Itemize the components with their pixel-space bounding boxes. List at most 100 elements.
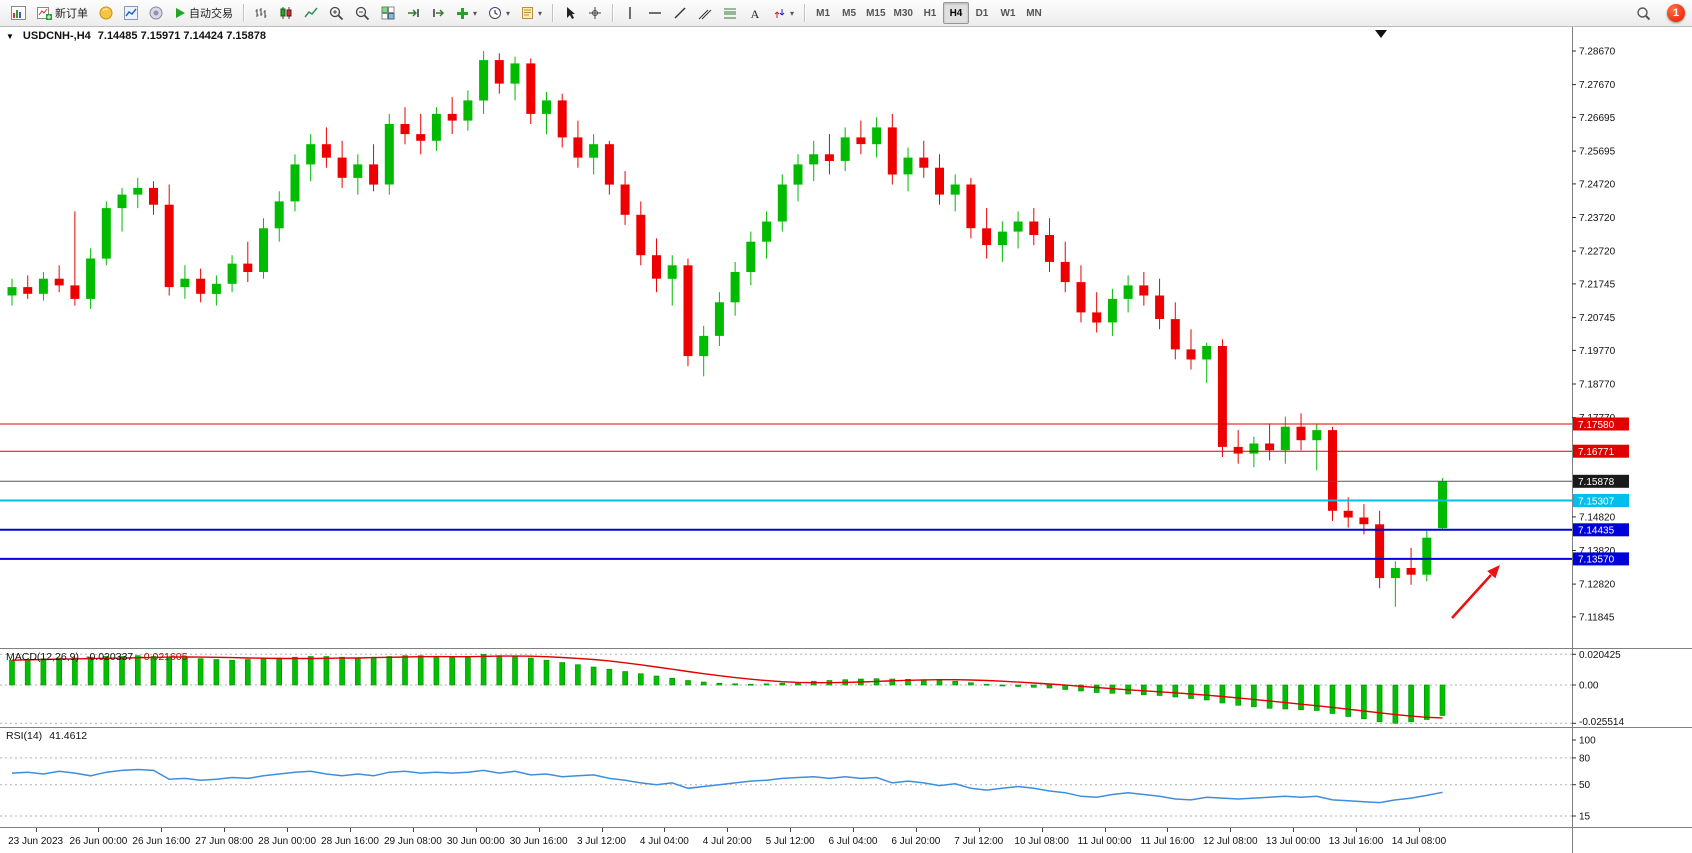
time-tick [98, 828, 100, 832]
community-button[interactable] [94, 2, 118, 24]
toolbar-separator [804, 4, 806, 22]
price-tag [1573, 494, 1629, 507]
main-chart-pane[interactable]: 7.28670 7.27670 7.26695 7.25695 7.24720 7.237… [0, 27, 1692, 648]
macd-axis-label: 0.00 [1579, 681, 1599, 692]
candlestick-chart-button[interactable] [274, 2, 298, 24]
time-label: 13 Jul 00:00 [1265, 836, 1321, 847]
chart-shift-icon [431, 6, 445, 20]
svg-text:A: A [751, 7, 760, 20]
time-tick [1356, 828, 1358, 832]
crosshair-button[interactable] [583, 2, 607, 24]
timeframe-m15-button[interactable]: M15 [866, 7, 886, 19]
chart-window-button[interactable] [6, 2, 31, 24]
timeframe-w1-button[interactable]: W1 [1000, 7, 1016, 19]
chart-window-icon [11, 6, 26, 20]
macd-axis-label: 0.020425 [1579, 650, 1621, 661]
price-axis-label: 7.11845 [1579, 612, 1615, 623]
cursor-icon [564, 6, 577, 20]
arrow-annotation-head[interactable] [1487, 565, 1500, 579]
trendline-button[interactable] [668, 2, 692, 24]
toolbar: 新订单 自动交易 [0, 0, 1692, 27]
timeframe-m5-button[interactable]: M5 [842, 7, 857, 19]
time-label: 7 Jul 12:00 [954, 836, 1004, 847]
time-tick [35, 828, 37, 832]
cursor-button[interactable] [558, 2, 582, 24]
price-tag [1573, 417, 1629, 431]
arrows-button[interactable]: ▾ [768, 2, 799, 24]
text-button[interactable]: A [743, 2, 767, 24]
time-label: 5 Jul 12:00 [765, 836, 815, 847]
timeframe-h4-button[interactable]: H4 [942, 2, 969, 24]
time-tick [853, 828, 855, 832]
chevron-down-icon: ▾ [538, 8, 543, 18]
rsi-axis-label: 15 [1579, 812, 1591, 823]
time-tick [727, 828, 729, 832]
timeframe-m30-button[interactable]: M30 [893, 7, 913, 19]
bars-chart-button[interactable] [249, 2, 273, 24]
channel-button[interactable] [693, 2, 717, 24]
new-order-button[interactable]: 新订单 [32, 2, 93, 24]
time-label: 12 Jul 08:00 [1203, 836, 1258, 847]
search-button[interactable] [1631, 2, 1656, 24]
price-axis-label: 7.19770 [1579, 346, 1616, 357]
time-label: 29 Jun 08:00 [383, 836, 442, 847]
macd-pane[interactable]: 0.020425 0.00 -0.025514 [0, 648, 1692, 727]
time-label: 23 Jun 2023 [8, 836, 64, 847]
tile-windows-icon [381, 6, 395, 20]
tile-windows-button[interactable] [376, 2, 400, 24]
svg-text:7.15878: 7.15878 [1578, 477, 1615, 488]
timeframe-m1-button[interactable]: M1 [816, 7, 831, 19]
time-tick [1418, 828, 1420, 832]
chart-shift-button[interactable] [426, 2, 450, 24]
time-label: 14 Jul 08:00 [1391, 836, 1447, 847]
svg-text:7.15307: 7.15307 [1578, 496, 1615, 507]
time-label: 27 Jun 08:00 [195, 836, 254, 847]
templates-button[interactable]: ▾ [516, 2, 547, 24]
rsi-pane[interactable]: 100 80 50 15 [0, 727, 1692, 827]
time-label: 3 Jul 12:00 [577, 836, 626, 847]
blue-chart-icon [124, 6, 138, 20]
vertical-line-icon [625, 6, 635, 20]
time-label: 4 Jul 20:00 [702, 836, 752, 847]
time-tick [1293, 828, 1295, 832]
support-button[interactable] [144, 2, 168, 24]
price-axis-label: 7.20745 [1579, 313, 1616, 324]
channel-icon [698, 6, 712, 20]
rsi-axis-label: 50 [1579, 780, 1591, 791]
horizontal-line-icon [648, 8, 662, 18]
time-label: 11 Jul 16:00 [1140, 836, 1195, 847]
arrow-annotation[interactable] [1451, 574, 1492, 619]
zoom-out-button[interactable] [350, 2, 375, 24]
price-axis-label: 7.22720 [1579, 247, 1616, 258]
horizontal-line-button[interactable] [643, 2, 667, 24]
chart-shift-marker[interactable] [1375, 30, 1387, 38]
autoscroll-button[interactable] [401, 2, 425, 24]
price-axis-label: 7.21745 [1579, 279, 1616, 290]
chevron-down-icon: ▾ [506, 8, 511, 18]
notification-badge[interactable]: 1 [1667, 4, 1685, 22]
timeframe-d1-button[interactable]: D1 [975, 7, 989, 19]
fibonacci-button[interactable] [718, 2, 742, 24]
line-chart-button[interactable] [299, 2, 323, 24]
zoom-out-icon [355, 6, 370, 21]
time-label: 26 Jun 00:00 [69, 836, 128, 847]
time-label: 4 Jul 04:00 [639, 836, 689, 847]
time-tick [1230, 828, 1232, 832]
trendline-icon [673, 6, 687, 20]
vertical-line-button[interactable] [618, 2, 642, 24]
zoom-in-button[interactable] [324, 2, 349, 24]
time-axis[interactable]: 23 Jun 2023 26 Jun 00:00 26 Jun 16:00 27 Ju… [0, 827, 1692, 853]
timeframe-mn-button[interactable]: MN [1026, 7, 1042, 19]
clock-icon [488, 6, 502, 20]
periods-button[interactable]: ▾ [483, 2, 515, 24]
charts-gallery-button[interactable] [119, 2, 143, 24]
indicators-button[interactable]: ▾ [451, 2, 482, 24]
timeframe-h1-button[interactable]: H1 [923, 7, 937, 19]
time-tick [475, 828, 477, 832]
svg-text:7.16771: 7.16771 [1578, 447, 1615, 458]
zoom-in-icon [329, 6, 344, 21]
price-axis-label: 7.27670 [1579, 80, 1616, 91]
crosshair-icon [588, 6, 602, 20]
toolbar-separator [552, 4, 554, 22]
autotrade-button[interactable]: 自动交易 [169, 2, 238, 24]
